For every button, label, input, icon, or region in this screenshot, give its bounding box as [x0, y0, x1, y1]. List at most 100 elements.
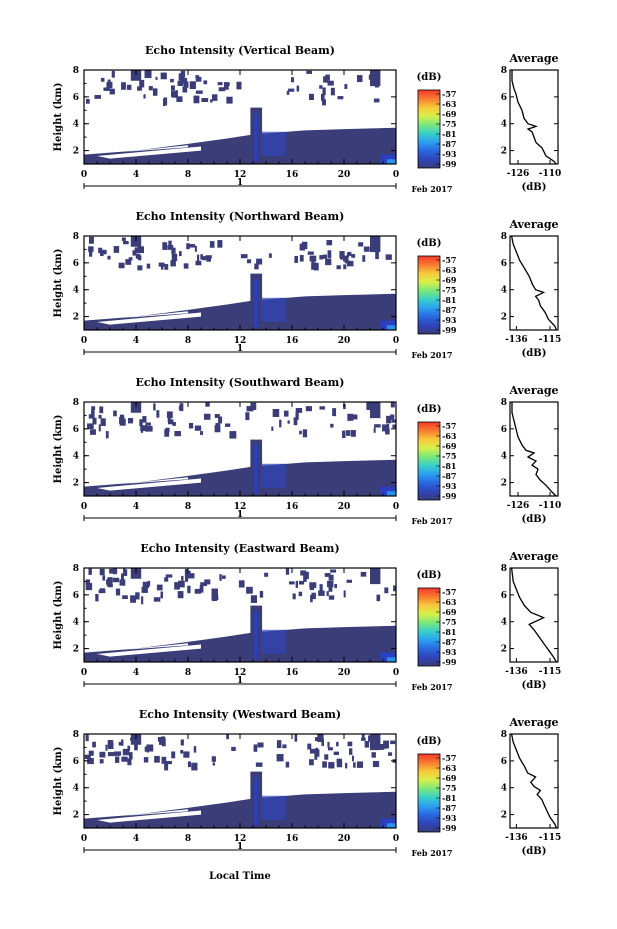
colorbar-tick-label: -93	[442, 315, 457, 325]
average-title: Average	[508, 550, 558, 563]
echo-speck	[142, 581, 150, 589]
average-profile-line	[510, 235, 558, 331]
echo-speck	[336, 762, 343, 768]
echo-speck	[219, 574, 222, 581]
echo-speck	[390, 402, 395, 408]
echo-speck	[322, 99, 326, 106]
echo-speck	[109, 88, 115, 95]
echo-speck	[285, 568, 290, 575]
colorbar-unit: (dB)	[417, 238, 442, 249]
average-x-tick-label: -136	[505, 335, 528, 345]
echo-speck	[125, 259, 132, 265]
echo-speck	[353, 762, 356, 768]
echo-speck	[372, 760, 380, 768]
colorbar-tick-label: -87	[442, 471, 456, 481]
average-y-tick-label: 4	[501, 452, 507, 462]
echo-speck	[85, 734, 89, 742]
colorbar-tick-label: -81	[442, 129, 456, 139]
average-x-label: (dB)	[522, 514, 547, 525]
average-x-tick-label: -115	[539, 833, 562, 843]
echo-speck	[283, 410, 289, 417]
echo-speck	[180, 70, 186, 78]
average-y-tick-label: 8	[501, 564, 507, 574]
echo-speck	[318, 590, 325, 596]
echo-speck	[218, 87, 226, 92]
echo-gap	[123, 643, 188, 650]
echo-speck	[257, 742, 264, 748]
x-tick-label: 4	[133, 170, 139, 180]
echo-speck	[300, 570, 307, 576]
echo-column-core	[254, 776, 258, 826]
echo-speck	[155, 76, 158, 80]
average-x-tick-label: -115	[539, 667, 562, 677]
echo-speck	[259, 591, 264, 598]
echo-speck	[364, 740, 370, 748]
colorbar-tick-label: -99	[442, 823, 457, 833]
echo-speck	[299, 255, 304, 262]
echo-speck	[383, 740, 389, 749]
echo-speck	[193, 95, 200, 104]
echo-speck	[282, 744, 287, 749]
colorbar-tick-label: -87	[442, 637, 456, 647]
echo-field	[84, 734, 396, 828]
average-y-tick-label: 2	[501, 479, 507, 489]
echo-speck	[99, 751, 106, 758]
y-tick-label: 2	[73, 313, 79, 323]
echo-speck	[141, 596, 144, 605]
echo-speck	[157, 736, 162, 742]
colorbar-unit: (dB)	[417, 72, 442, 83]
panel-title: Echo Intensity (Eastward Beam)	[140, 542, 339, 555]
echo-speck	[115, 756, 120, 763]
x-tick-label: 0	[81, 336, 87, 346]
echo-speck	[144, 70, 152, 79]
x-tick-label: 8	[185, 668, 191, 678]
echo-gap	[97, 644, 201, 657]
echo-speck	[326, 240, 333, 246]
echo-speck	[109, 568, 116, 574]
echo-speck	[271, 426, 274, 431]
y-tick-label: 2	[73, 479, 79, 489]
echo-speck	[194, 425, 202, 431]
echo-speck	[85, 98, 90, 104]
echo-speck	[121, 237, 126, 241]
colorbar-tick-label: -75	[442, 285, 456, 295]
echo-speck	[107, 739, 114, 748]
echo-speck	[172, 422, 176, 426]
average-title: Average	[508, 218, 558, 231]
average-y-tick-label: 6	[501, 425, 507, 435]
echo-speck	[298, 580, 305, 585]
y-tick-label: 8	[73, 398, 79, 408]
echo-speck	[356, 761, 364, 768]
echo-speck	[324, 573, 331, 577]
echo-speck	[288, 88, 295, 92]
echo-speck	[296, 85, 300, 92]
date-label: Feb 2017	[412, 350, 453, 360]
echo-upper-cluster	[370, 236, 381, 253]
y-axis-label: Height (km)	[53, 747, 64, 816]
x-tick-label: 16	[286, 336, 299, 346]
echo-speck	[180, 750, 184, 754]
echo-speck	[193, 746, 197, 753]
echo-ground-peak	[386, 491, 396, 496]
echo-speck	[305, 571, 309, 580]
echo-speck	[84, 754, 91, 760]
echo-speck	[328, 747, 333, 751]
echo-speck	[194, 245, 197, 252]
echo-speck	[322, 254, 328, 259]
echo-speck	[91, 410, 95, 418]
echo-speck	[373, 98, 380, 103]
echo-speck	[212, 94, 218, 101]
echo-layer	[84, 459, 396, 496]
echo-speck	[272, 408, 280, 417]
colorbar-tick-label: -69	[442, 441, 457, 451]
echo-speck	[189, 81, 196, 90]
echo-speck	[217, 240, 223, 248]
echo-speck	[107, 255, 111, 260]
echo-speck	[305, 406, 312, 412]
echo-speck	[286, 90, 290, 95]
echo-gap	[97, 312, 201, 325]
echo-speck	[154, 755, 160, 763]
x-tick-label: 16	[286, 834, 299, 844]
echo-speck	[121, 739, 124, 746]
echo-speck	[148, 86, 153, 91]
